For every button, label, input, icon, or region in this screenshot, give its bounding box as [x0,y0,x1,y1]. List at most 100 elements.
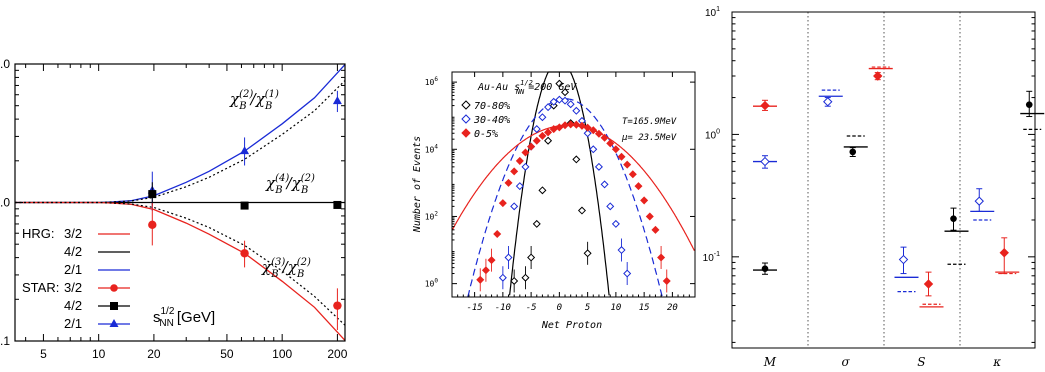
point-70-80- [532,219,541,228]
middle-x-tick-label: 10 [610,303,621,313]
point-70-80- [577,206,586,215]
point-30-40- [583,129,592,138]
point-30-40- [611,219,620,228]
legend-hrg-label-3-2: 3/2 [64,226,82,241]
point-0-5- [521,148,530,157]
middle-y-tick-label: 100 [425,278,439,289]
point-0-5- [476,275,485,284]
point-30-40- [606,202,615,211]
point-30-40- [549,97,558,106]
category-label: κ [992,355,1001,369]
point-70-80- [561,88,570,97]
left-panel: 5 10 20 50 100 200 0.1 1.0 10.0 χ(2)B/χ(1)B χ(4… [0,57,348,361]
point-0-5- [549,125,558,134]
right-y-tick-label: 100 [705,128,720,141]
left-y-tick-label: 1.0 [0,196,10,210]
point-black [849,148,857,156]
point-30-40- [498,273,507,282]
annotation-mu: μ= 23.5MeV [621,133,677,143]
point-0-5- [498,199,507,208]
category-label: S [917,355,925,369]
legend-label-30-40: 30-40% [473,115,510,126]
legend-label-70-80: 70-80% [474,101,510,112]
point-30-40- [594,162,603,171]
left-x-axis-label: s1/2 NN [GeV] [153,306,215,329]
curve-label-chi4-chi2: χ(4) B/χ(2) B [265,173,315,196]
point-0-5- [589,126,598,135]
point-0-5- [657,253,666,262]
point-0-5- [651,225,660,234]
point-0-5- [662,276,671,285]
point-red [760,100,770,111]
point-0-5- [544,128,553,137]
point-0-5- [577,121,586,130]
legend-star-label-2-1: 2/1 [64,316,82,331]
middle-y-tick-label: 104 [425,143,439,154]
point-30-40- [572,106,581,115]
left-y-tick-label: 10.0 [0,57,10,71]
legend-marker-30-40 [461,114,471,124]
point-star-2-1 [240,146,250,155]
point-70-80- [521,273,530,282]
curve-label-chi3-chi2: χ(3) B/χ(2) B [261,257,311,280]
point-star-2-1 [332,96,342,105]
left-plot-frame [14,63,346,342]
point-0-5- [504,178,513,187]
point-star-3-2 [148,220,157,230]
legend-star-marker-triangle [109,319,119,327]
middle-x-tick-label: 0 [557,303,562,313]
left-y-tick-label: 0.1 [0,334,10,348]
point-0-5- [640,196,649,205]
point-blue [823,97,833,107]
middle-x-tick-label: 15 [639,303,650,313]
middle-legend: 70-80% 30-40% 0-5% [461,100,510,140]
point-30-40- [510,202,519,211]
point-0-5- [606,139,615,148]
point-0-5- [611,145,620,154]
point-0-5- [481,266,490,275]
point-0-5- [600,133,609,142]
legend-star-marker-square [110,302,118,310]
point-0-5- [572,120,581,129]
curve-label-chi2-chi1: χ(2) B/χ(1) B [229,89,279,112]
point-70-80- [583,249,592,258]
legend-star-title: STAR: [22,280,59,295]
point-black [1025,101,1033,108]
series-hrg-3-2-dotted [15,201,346,326]
middle-x-axis-label: Net Proton [541,320,602,331]
point-30-40- [589,145,598,154]
point-30-40- [544,103,553,112]
category-label: σ [842,355,851,369]
point-0-5- [487,256,496,265]
point-red [923,279,934,289]
point-0-5- [515,156,524,165]
point-black [950,215,957,222]
point-70-80- [538,186,547,195]
category-label: M [763,355,777,369]
point-30-40- [566,100,575,109]
left-x-tick-label: 10 [92,347,106,361]
legend-star-marker-circle [110,284,118,292]
point-0-5- [594,129,603,138]
middle-y-tick-label: 102 [425,210,439,221]
legend-label-0-5: 0-5% [474,129,498,140]
point-star-3-2 [240,249,249,258]
right-y-tick-label: 10-1 [703,251,720,264]
point-red [999,248,1009,258]
point-0-5- [493,230,502,239]
legend-marker-70-80 [461,100,471,110]
point-blue [898,254,909,265]
point-0-5- [645,212,654,221]
point-star-4-2 [333,200,342,209]
middle-x-tick-label: -5 [526,303,537,313]
point-0-5- [510,167,519,176]
legend-star-label-3-2: 3/2 [64,280,82,295]
left-x-tick-label: 5 [40,347,47,361]
middle-x-tick-label: -10 [495,303,511,313]
point-70-80- [510,276,519,285]
middle-y-axis-label: Number of Events [412,136,423,233]
middle-panel: -15 -10 -5 0 5 10 15 20 100 102 104 106 Au-Au s1/2… [412,71,696,331]
right-y-tick-label: 101 [705,6,720,19]
middle-x-tick-label: 5 [585,303,590,313]
